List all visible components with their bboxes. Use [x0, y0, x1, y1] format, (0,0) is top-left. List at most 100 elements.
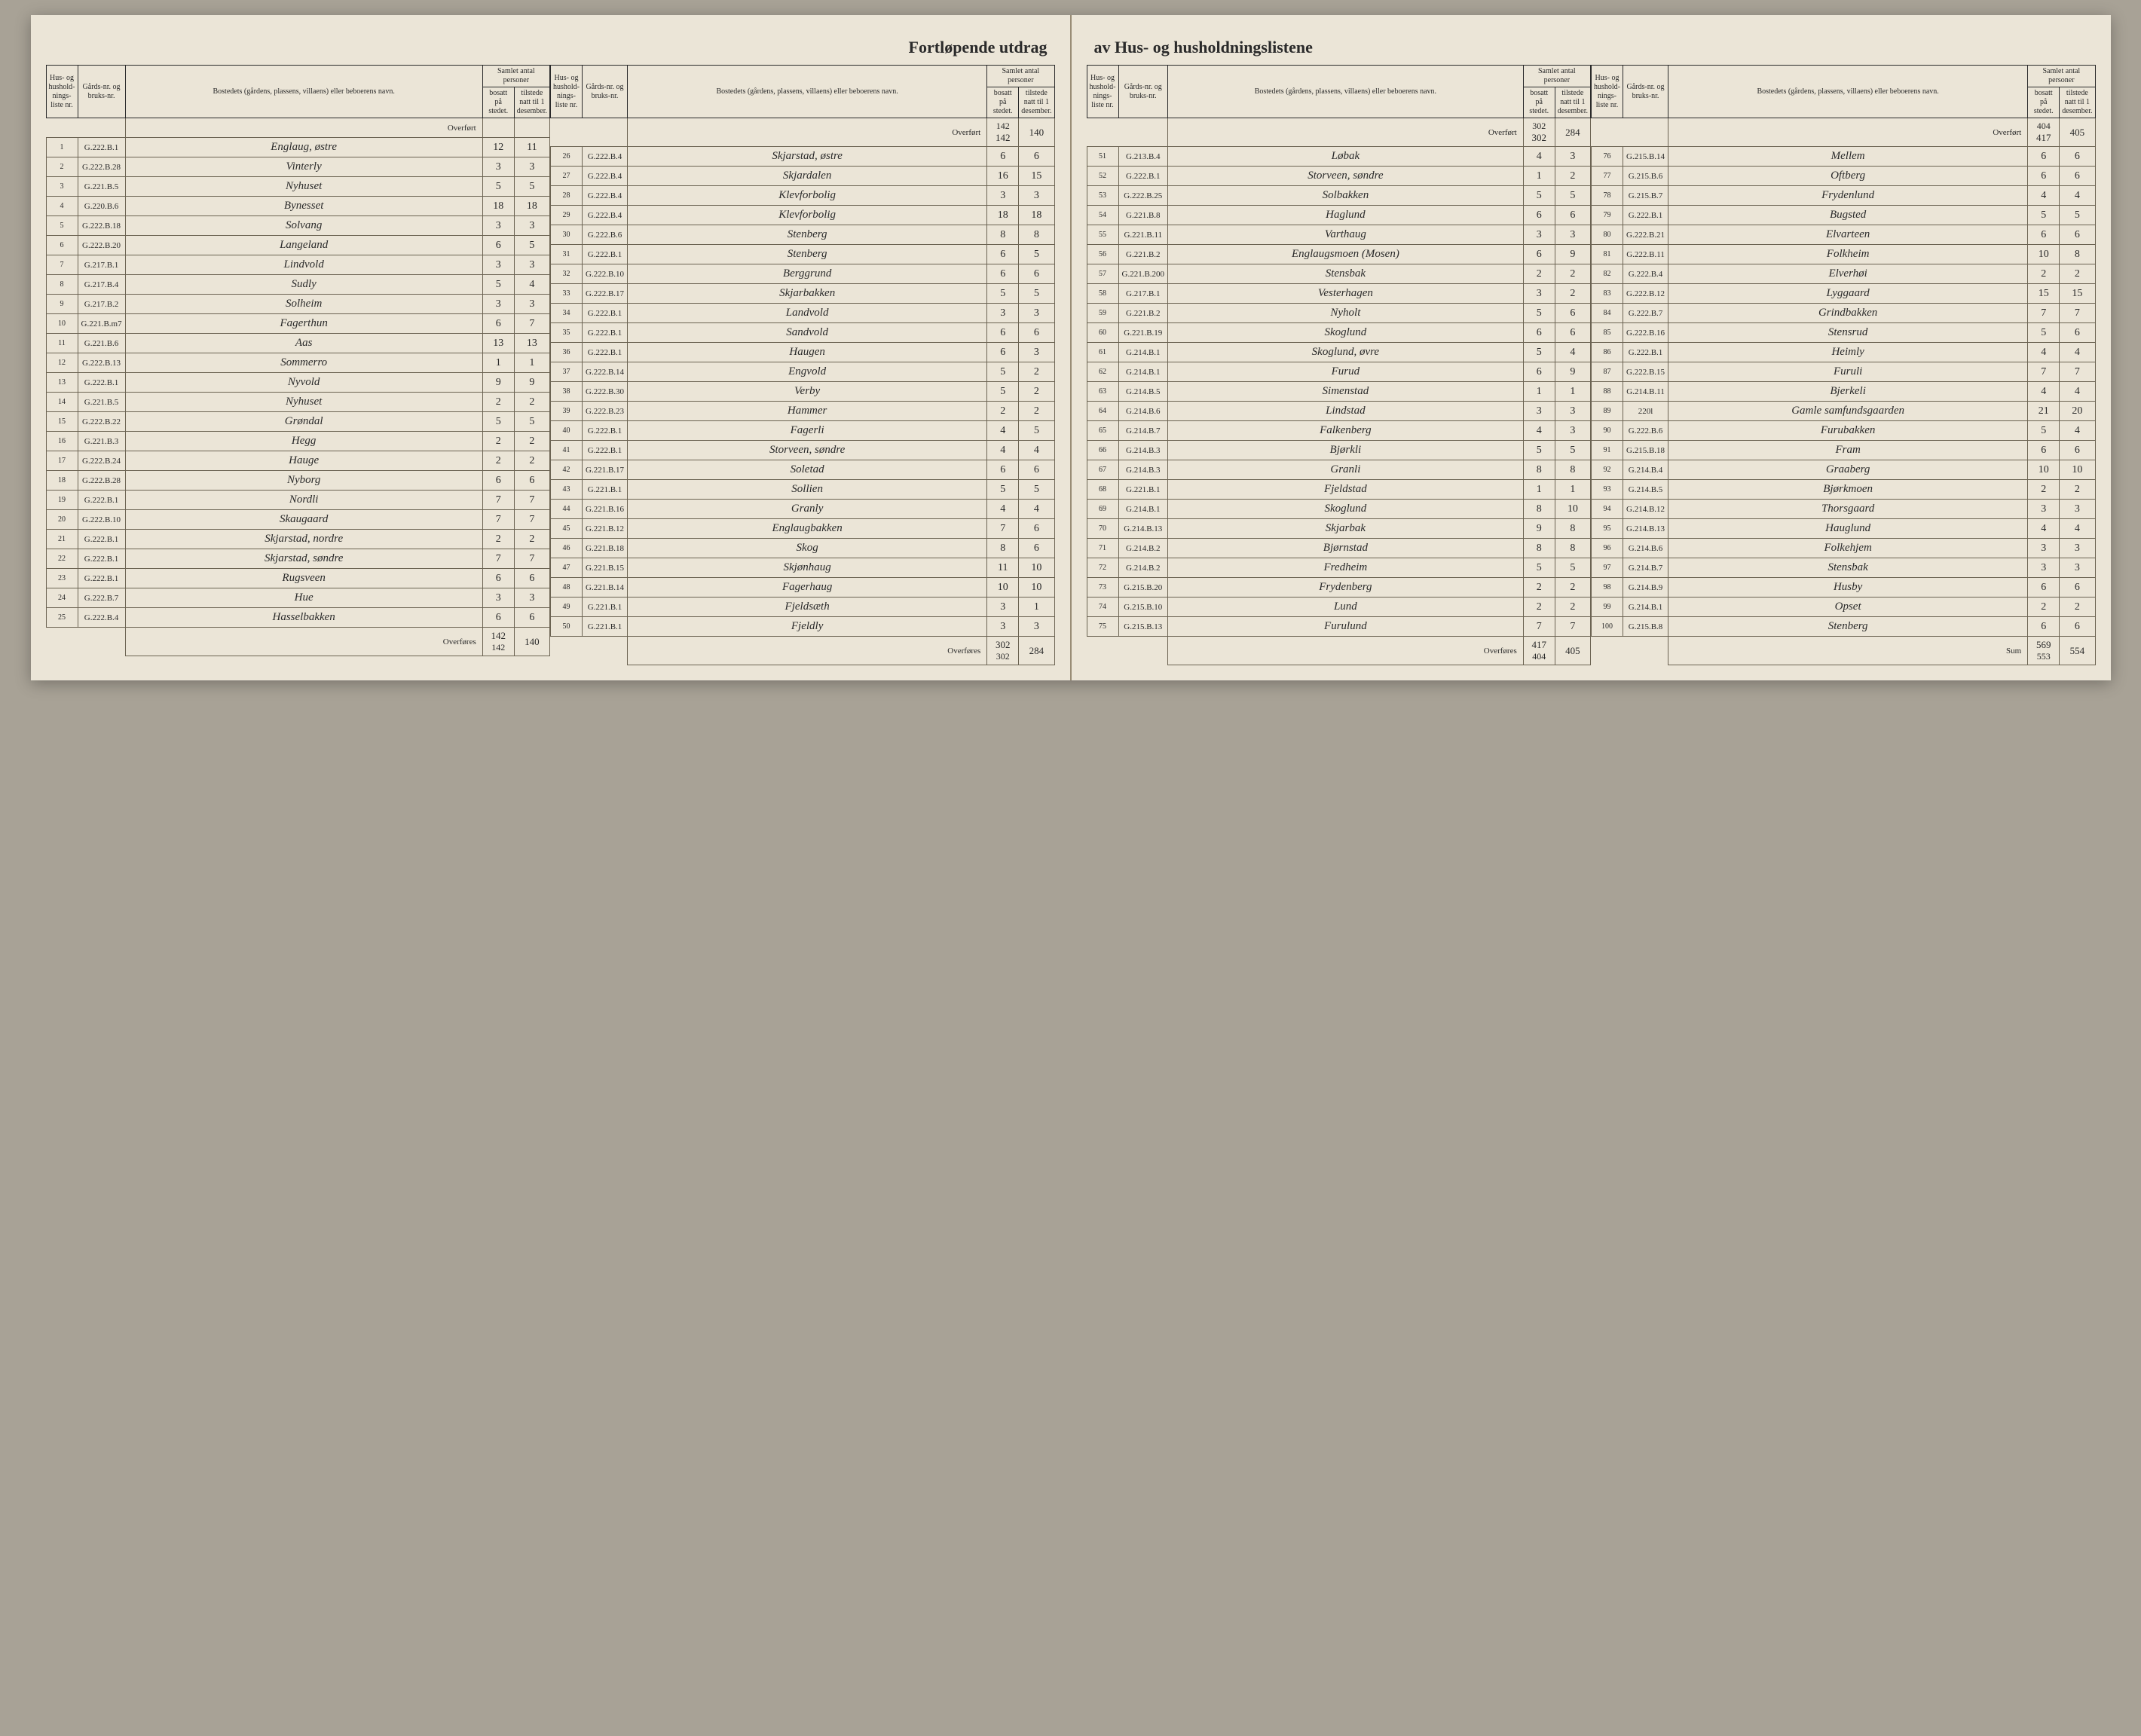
row-number: 42 [551, 460, 583, 480]
row-number: 7 [46, 255, 78, 275]
gard-nr: G.222.B.1 [78, 373, 125, 393]
tilstede-count: 4 [2060, 186, 2095, 206]
tilstede-count: 6 [1019, 147, 1054, 167]
tilstede-count: 7 [514, 549, 549, 569]
overfort-label: Overført [1168, 118, 1524, 147]
ledger-table: Hus- og hushold-nings-liste nr.Gårds-nr.… [1591, 65, 2096, 665]
bosted-name: Lindvold [125, 255, 482, 275]
gard-nr: G.222.B.23 [583, 402, 628, 421]
row-number: 1 [46, 138, 78, 157]
quarter-2: Hus- og hushold-nings-liste nr.Gårds-nr.… [550, 65, 1055, 665]
gard-nr: G.222.B.1 [583, 421, 628, 441]
gard-nr: G.222.B.14 [583, 362, 628, 382]
bosted-name: Fagerthun [125, 314, 482, 334]
bosted-name: Skjardalen [628, 167, 987, 186]
col-hus: Hus- og hushold-nings-liste nr. [1087, 66, 1118, 118]
tilstede-count: 5 [514, 177, 549, 197]
gard-nr: G.214.B.2 [1118, 558, 1168, 578]
table-row: 82G.222.B.4Elverhøi22 [1592, 264, 2096, 284]
col-gard: Gårds-nr. og bruks-nr. [78, 66, 125, 118]
bosted-name: Grøndal [125, 412, 482, 432]
bosted-name: Solvang [125, 216, 482, 236]
row-number: 68 [1087, 480, 1118, 500]
tilstede-count: 3 [514, 588, 549, 608]
bosatt-count: 2 [482, 451, 514, 471]
row-number: 23 [46, 569, 78, 588]
table-row: 20G.222.B.10Skaugaard77 [46, 510, 550, 530]
table-row: 44G.221.B.16Granly44 [551, 500, 1055, 519]
bosatt-count: 8 [987, 225, 1019, 245]
table-row: 19G.222.B.1Nordli77 [46, 491, 550, 510]
bosted-name: Fjeldstad [1168, 480, 1524, 500]
gard-nr: G.221.B.200 [1118, 264, 1168, 284]
row-number: 59 [1087, 304, 1118, 323]
tilstede-count: 10 [1019, 558, 1054, 578]
gard-nr: G.217.B.1 [78, 255, 125, 275]
table-row: 58G.217.B.1Vesterhagen32 [1087, 284, 1591, 304]
gard-nr: G.221.B.11 [1118, 225, 1168, 245]
tilstede-count: 6 [514, 569, 549, 588]
table-row: 6G.222.B.20Langeland65 [46, 236, 550, 255]
tilstede-count: 8 [1019, 225, 1054, 245]
table-row: 70G.214.B.13Skjarbak98 [1087, 519, 1591, 539]
ledger-spread: Fortløpende utdrag Hus- og hushold-nings… [31, 15, 2111, 680]
table-row: 63G.214.B.5Simenstad11 [1087, 382, 1591, 402]
table-row: 17G.222.B.24Hauge22 [46, 451, 550, 471]
bosatt-count: 4 [987, 421, 1019, 441]
tilstede-count: 3 [514, 255, 549, 275]
gard-nr: G.221.B.18 [583, 539, 628, 558]
bosatt-count: 6 [2028, 147, 2060, 167]
bosatt-count: 1 [1523, 480, 1555, 500]
row-number: 94 [1592, 500, 1623, 519]
gard-nr: G.222.B.1 [583, 323, 628, 343]
col-bosted: Bostedets (gårdens, plassens, villaens) … [628, 66, 987, 118]
bosatt-count: 3 [1523, 284, 1555, 304]
overfort-label: Overført [1668, 118, 2028, 147]
bosted-name: Furubakken [1668, 421, 2028, 441]
bosatt-count: 16 [987, 167, 1019, 186]
table-row: 76G.215.B.14Mellem66 [1592, 147, 2096, 167]
bosted-name: Bynesset [125, 197, 482, 216]
gard-nr: G.222.B.4 [1623, 264, 1668, 284]
tilstede-count: 2 [1555, 284, 1590, 304]
bosatt-count: 7 [2028, 304, 2060, 323]
row-number: 65 [1087, 421, 1118, 441]
row-number: 88 [1592, 382, 1623, 402]
overfort-bosatt: 142142 [987, 118, 1019, 147]
row-number: 12 [46, 353, 78, 373]
row-number: 26 [551, 147, 583, 167]
col-samlet: Samlet antal personer [987, 66, 1054, 87]
bosted-name: Mellem [1668, 147, 2028, 167]
bosted-name: Furud [1168, 362, 1524, 382]
gard-nr: G.222.B.30 [583, 382, 628, 402]
table-row: 57G.221.B.200Stensbak22 [1087, 264, 1591, 284]
tilstede-count: 6 [2060, 323, 2095, 343]
tilstede-count: 5 [514, 236, 549, 255]
bosatt-count: 6 [482, 608, 514, 628]
gard-nr: G.222.B.7 [1623, 304, 1668, 323]
bosted-name: Englaug, østre [125, 138, 482, 157]
bosted-name: Nyborg [125, 471, 482, 491]
table-row: 35G.222.B.1Sandvold66 [551, 323, 1055, 343]
tilstede-count: 1 [1555, 382, 1590, 402]
bosted-name: Vesterhagen [1168, 284, 1524, 304]
tilstede-count: 6 [1555, 323, 1590, 343]
row-number: 48 [551, 578, 583, 598]
bosted-name: Skoglund [1168, 323, 1524, 343]
table-row: 100G.215.B.8Stenberg66 [1592, 617, 2096, 637]
bosatt-count: 5 [987, 382, 1019, 402]
bosted-name: Lund [1168, 598, 1524, 617]
gard-nr: G.222.B.25 [1118, 186, 1168, 206]
bosatt-count: 2 [2028, 480, 2060, 500]
table-row: 81G.222.B.11Folkheim108 [1592, 245, 2096, 264]
row-number: 3 [46, 177, 78, 197]
row-number: 8 [46, 275, 78, 295]
table-row: 11G.221.B.6Aas1313 [46, 334, 550, 353]
overfores-label: Sum [1668, 637, 2028, 665]
row-number: 34 [551, 304, 583, 323]
bosatt-count: 6 [482, 471, 514, 491]
bosted-name: Lindstad [1168, 402, 1524, 421]
table-row: 77G.215.B.6Oftberg66 [1592, 167, 2096, 186]
bosted-name: Fjeldsæth [628, 598, 987, 617]
gard-nr: G.214.B.11 [1623, 382, 1668, 402]
